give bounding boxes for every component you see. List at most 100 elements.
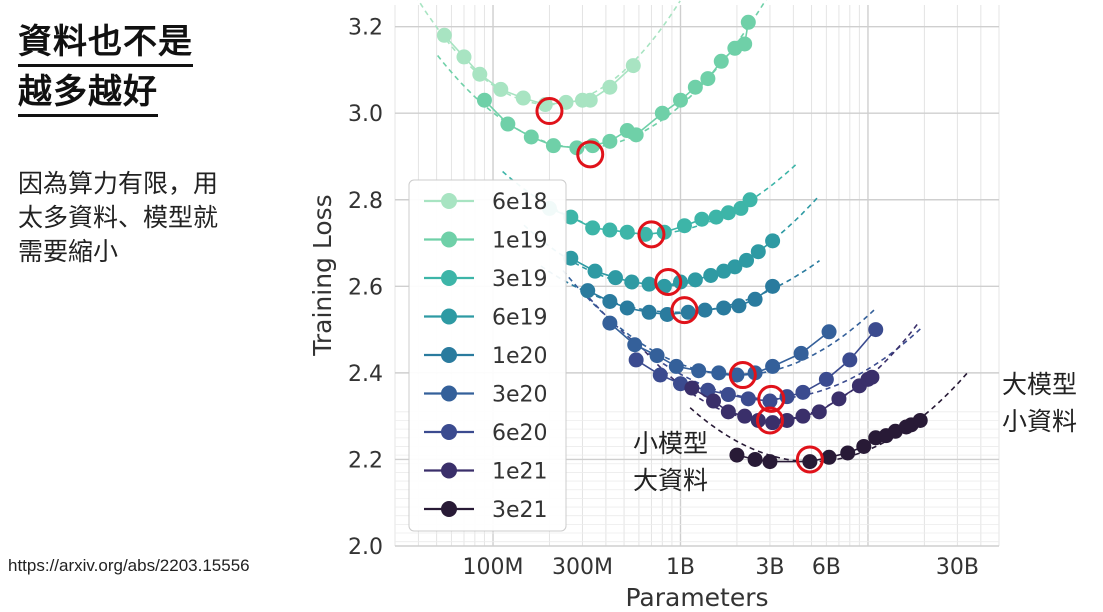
data-point-3e20	[691, 363, 707, 379]
data-point-3e19	[637, 226, 653, 242]
data-point-3e19	[676, 218, 692, 234]
data-point-3e21	[821, 449, 837, 465]
x-tick-label: 3B	[755, 555, 784, 580]
data-point-1e19	[628, 127, 644, 143]
data-point-3e20	[729, 367, 745, 383]
data-point-6e19	[607, 270, 623, 286]
data-point-3e21	[762, 454, 778, 470]
data-point-6e18	[625, 58, 641, 74]
data-point-1e19	[713, 53, 729, 69]
data-point-3e21	[747, 451, 763, 467]
legend-marker-1e21	[441, 462, 457, 479]
data-point-1e21	[706, 393, 722, 409]
data-point-1e19	[569, 140, 585, 156]
data-point-6e20	[868, 322, 884, 338]
x-tick-label: 300M	[552, 555, 613, 580]
y-tick-label: 3.0	[348, 102, 383, 127]
legend-label-1e19: 1e19	[492, 229, 548, 254]
data-point-6e20	[795, 384, 811, 400]
data-point-6e20	[740, 391, 756, 407]
data-point-6e19	[687, 272, 703, 288]
data-point-6e19	[624, 274, 640, 290]
data-point-1e19	[602, 133, 618, 149]
optimum-circle-6e19	[654, 267, 683, 296]
data-point-1e20	[602, 293, 618, 309]
data-point-1e21	[720, 404, 736, 420]
note-line-3: 需要縮小	[18, 237, 119, 266]
x-tick-labels: 100M 300M 1B 3B 6B 30B	[463, 555, 979, 580]
data-point-1e19	[672, 92, 688, 108]
legend-label-6e20: 6e20	[492, 421, 548, 446]
source-url: https://arxiv.org/abs/2203.15556	[8, 556, 250, 575]
legend-marker-3e20	[441, 385, 457, 402]
data-point-6e19	[739, 252, 755, 268]
data-point-1e20	[747, 291, 763, 307]
data-point-1e19	[545, 138, 561, 154]
data-points	[436, 14, 928, 470]
data-point-6e18	[602, 79, 618, 95]
data-point-6e18	[515, 90, 531, 106]
data-point-1e20	[680, 304, 696, 320]
data-point-1e20	[716, 300, 732, 316]
data-point-1e19	[476, 92, 492, 108]
legend-marker-6e19	[441, 308, 457, 325]
legend-marker-3e21	[441, 501, 457, 517]
data-point-6e19	[563, 250, 579, 266]
y-tick-label: 2.0	[348, 535, 383, 560]
y-tick-labels: 2.0 2.2 2.4 2.6 2.8 3.0 3.2	[348, 16, 383, 560]
data-point-6e20	[818, 371, 834, 387]
data-point-6e20	[842, 352, 858, 368]
data-point-1e19	[700, 71, 716, 87]
optimum-circle-1e21	[755, 406, 784, 435]
data-point-6e19	[587, 263, 603, 279]
annotation-big-model: 大模型	[1002, 370, 1077, 399]
data-point-6e19	[727, 259, 743, 275]
optimum-circle-1e20	[670, 296, 699, 325]
legend-marker-6e18	[441, 193, 457, 209]
data-point-6e20	[672, 376, 688, 392]
data-point-1e20	[619, 300, 635, 316]
data-point-3e20	[821, 324, 837, 340]
data-point-3e19	[742, 192, 758, 208]
legend-label-1e21: 1e21	[492, 460, 548, 485]
data-point-3e21	[840, 445, 856, 461]
data-point-6e19	[641, 276, 657, 292]
data-point-3e19	[708, 209, 724, 225]
legend-marker-1e20	[441, 347, 457, 363]
legend: 6e18 1e19 3e19 6e19 1e20 3e20 6e20 1e21 3e21	[408, 179, 567, 532]
data-point-6e20	[652, 367, 668, 383]
data-point-1e20	[580, 283, 596, 299]
data-point-3e20	[711, 365, 727, 381]
annotation-small-model: 小模型	[633, 429, 708, 458]
data-point-3e20	[668, 358, 684, 374]
data-point-6e18	[456, 49, 472, 65]
data-point-3e20	[793, 345, 809, 361]
data-point-1e20	[641, 304, 657, 320]
optimum-circle-1e19	[576, 140, 605, 169]
note-line-1: 因為算力有限，用	[18, 169, 219, 198]
legend-label-1e20: 1e20	[492, 344, 548, 369]
data-point-3e19	[694, 211, 710, 227]
data-point-1e21	[684, 380, 700, 396]
annotation-big-data: 大資料	[633, 466, 708, 495]
data-point-6e20	[762, 393, 778, 409]
data-point-3e21	[856, 438, 872, 454]
data-point-6e20	[720, 387, 736, 403]
data-point-3e19	[720, 205, 736, 221]
optimum-highlight-circles	[535, 97, 824, 474]
legend-marker-6e20	[441, 424, 457, 440]
x-tick-label: 6B	[812, 555, 841, 580]
slide-title-line2: 越多越好	[18, 70, 158, 117]
note-line-2: 太多資料、模型就	[18, 203, 219, 232]
annotation-small-data: 小資料	[1002, 407, 1077, 436]
data-point-3e19	[619, 224, 635, 240]
data-point-1e19	[500, 116, 516, 132]
data-point-3e20	[627, 337, 643, 353]
y-tick-label: 2.8	[348, 189, 383, 214]
data-point-3e19	[602, 222, 618, 238]
optimum-circle-6e18	[535, 97, 564, 126]
data-point-1e19	[523, 129, 539, 145]
data-point-1e21	[864, 369, 880, 385]
legend-label-6e18: 6e18	[492, 190, 548, 215]
